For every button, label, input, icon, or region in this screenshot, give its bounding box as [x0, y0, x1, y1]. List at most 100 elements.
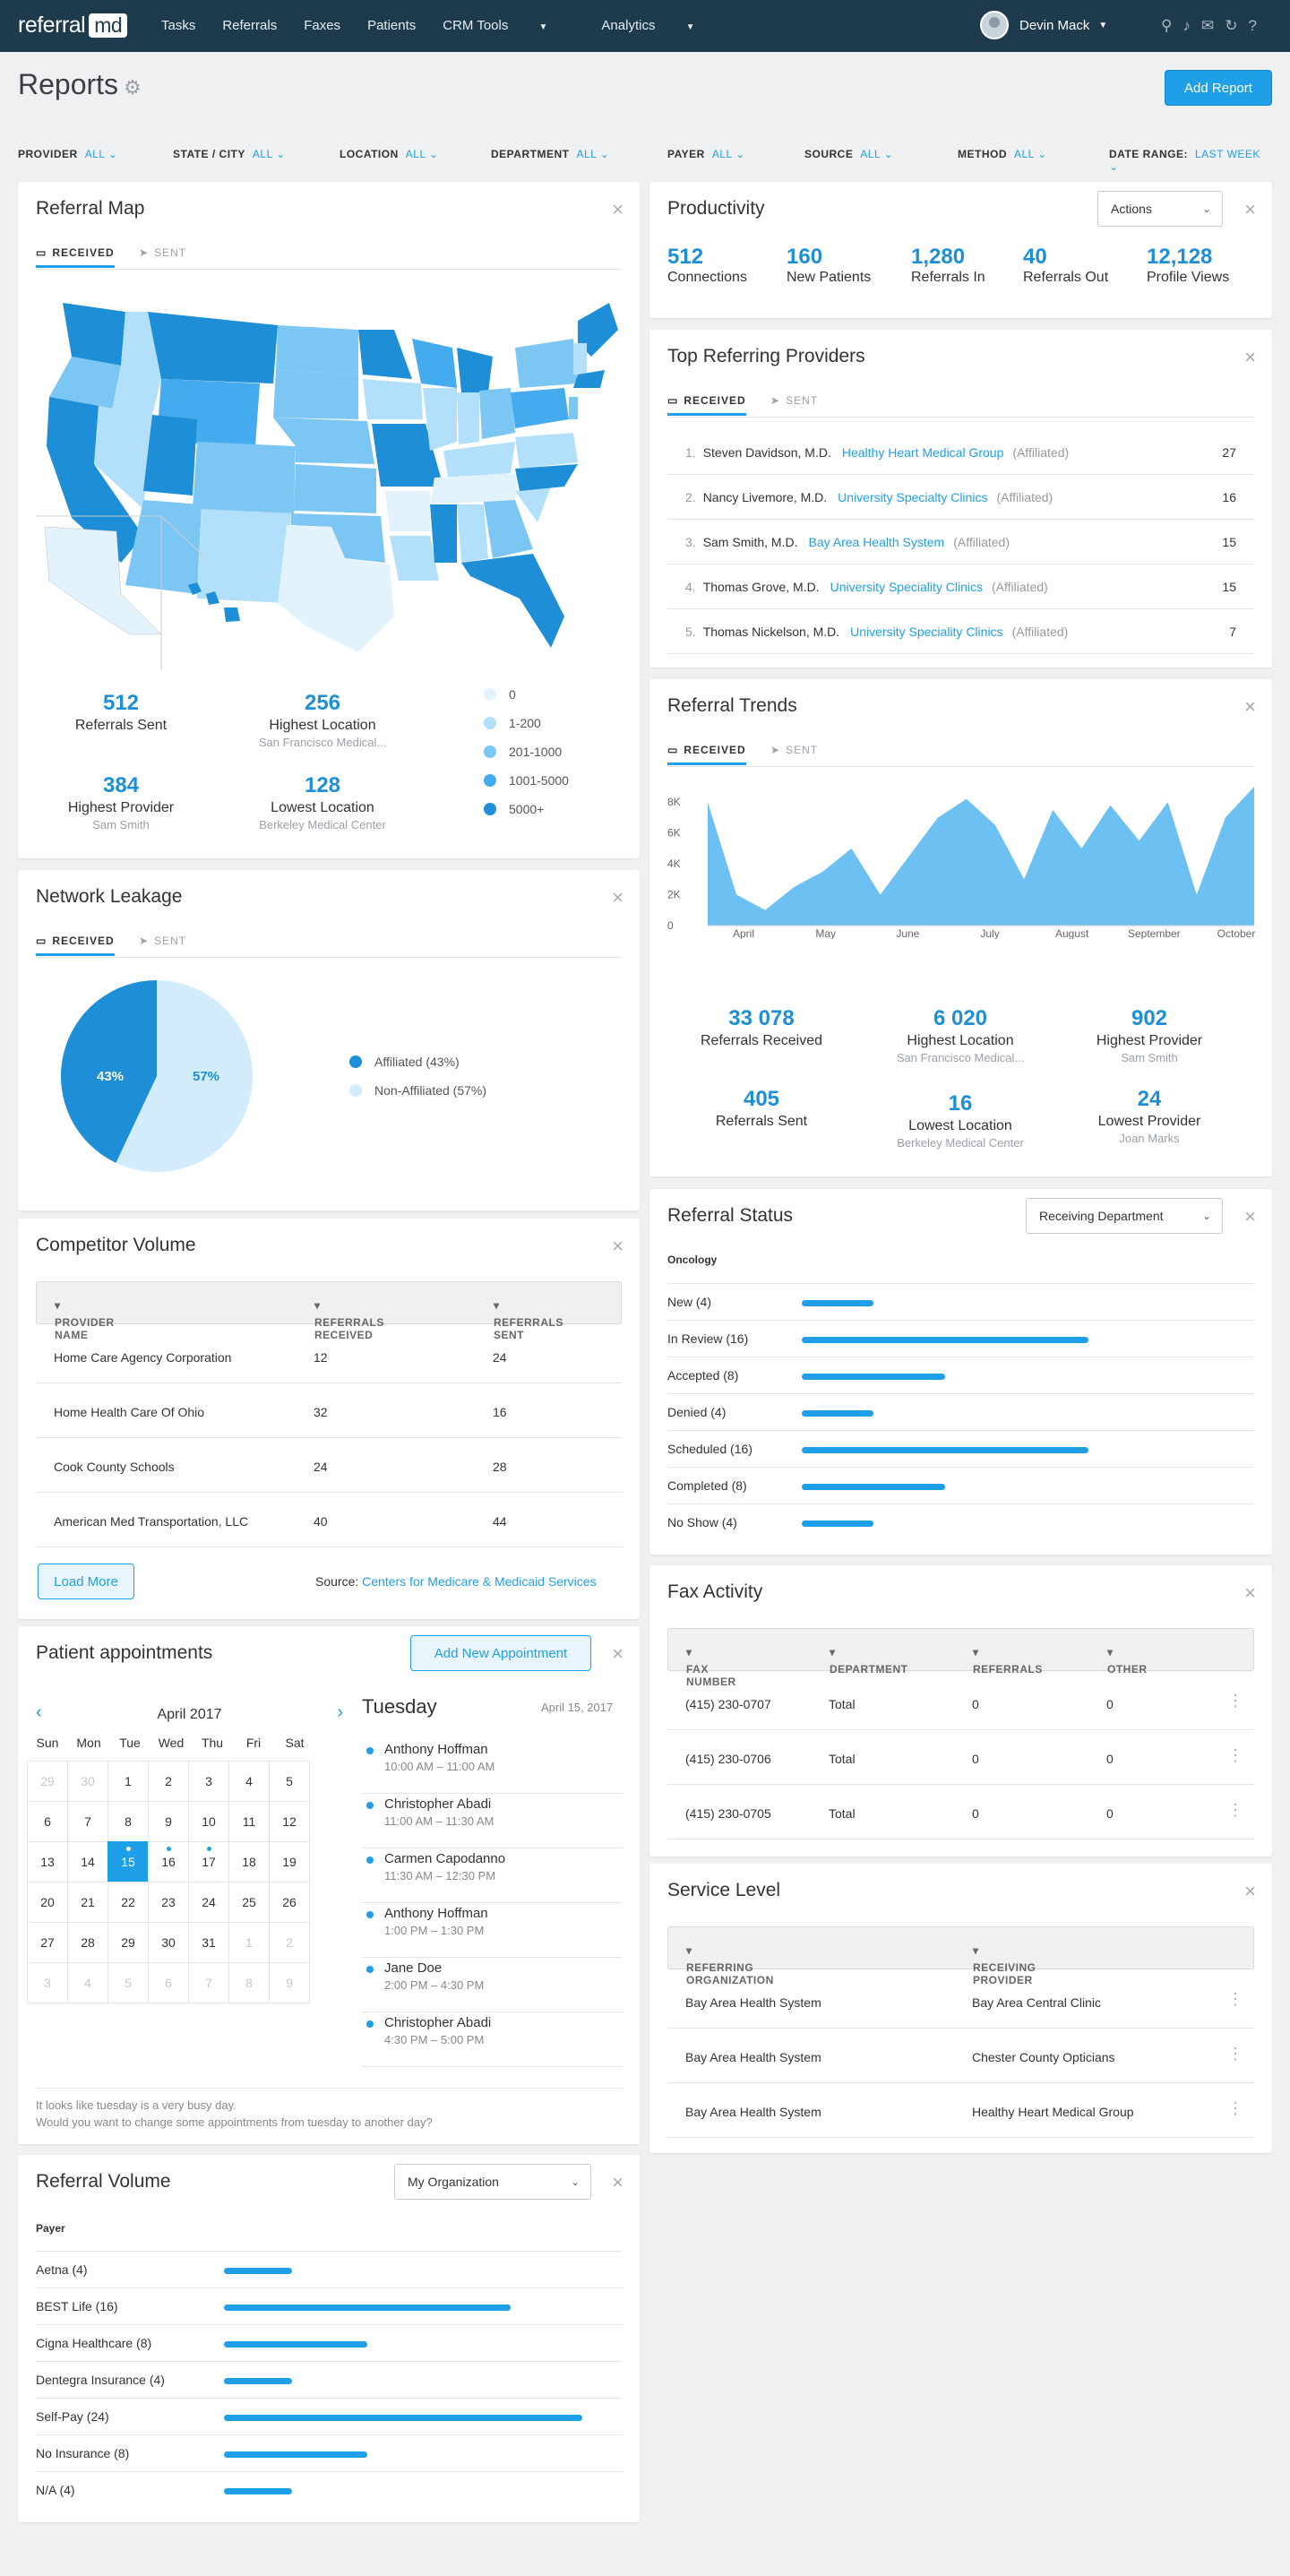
state-hi[interactable]	[188, 582, 240, 622]
calendar-day[interactable]: 9	[269, 1962, 310, 2003]
state-al[interactable]	[457, 504, 488, 563]
state-wi[interactable]	[412, 339, 457, 388]
col-provider-name[interactable]: PROVIDER NAME ▾	[55, 1299, 115, 1341]
filter-location[interactable]: LOCATION ALL ⌄	[340, 148, 439, 160]
calendar-day[interactable]: 15	[108, 1841, 149, 1882]
calendar-day[interactable]: 5	[269, 1761, 310, 1802]
pie-slice-affiliated[interactable]	[60, 980, 157, 1163]
nav-faxes[interactable]: Faxes	[304, 18, 341, 33]
calendar-day[interactable]: 31	[188, 1922, 229, 1963]
refresh-icon[interactable]: ↻	[1225, 17, 1238, 34]
appointment-item[interactable]: Christopher Abadi 11:00 AM – 11:30 AM	[362, 1794, 622, 1848]
tab-received[interactable]: ▭ RECEIVED	[36, 246, 115, 268]
bell-icon[interactable]: ♪	[1182, 17, 1191, 34]
calendar-day[interactable]: 2	[269, 1922, 310, 1963]
organization-dropdown[interactable]: My Organization ⌄	[394, 2164, 591, 2200]
col-receiving-provider[interactable]: RECEIVING PROVIDER ▾	[973, 1944, 1036, 1986]
appointment-item[interactable]: Carmen Capodanno 11:30 AM – 12:30 PM	[362, 1848, 622, 1903]
user-menu[interactable]: Devin Mack ▼	[980, 11, 1107, 39]
nav-analytics[interactable]: Analytics ▼	[601, 18, 721, 33]
state-ak[interactable]	[44, 526, 162, 635]
calendar-day[interactable]: 30	[148, 1922, 189, 1963]
calendar-day[interactable]: 3	[27, 1962, 68, 2003]
state-tx[interactable]	[278, 525, 394, 652]
close-icon[interactable]: ×	[612, 1235, 624, 1257]
state-ut[interactable]	[143, 415, 197, 495]
calendar-day[interactable]: 22	[108, 1882, 149, 1923]
actions-dropdown[interactable]: Actions ⌄	[1097, 191, 1223, 227]
calendar-day[interactable]: 6	[27, 1801, 68, 1842]
state-ky[interactable]	[443, 442, 515, 478]
tab-received[interactable]: ▭ RECEIVED	[36, 935, 115, 956]
state-az[interactable]	[125, 500, 202, 594]
provider-row[interactable]: 2. Nancy Livemore, M.D. University Special…	[667, 475, 1254, 520]
state-ia[interactable]	[363, 379, 423, 419]
close-icon[interactable]: ×	[1244, 1581, 1256, 1604]
calendar-day[interactable]: 18	[228, 1841, 270, 1882]
mail-icon[interactable]: ✉	[1200, 17, 1215, 34]
filter-source[interactable]: SOURCE ALL ⌄	[804, 148, 893, 160]
tab-sent[interactable]: ➤ SENT	[139, 246, 186, 259]
close-icon[interactable]: ×	[1244, 695, 1256, 718]
calendar-day[interactable]: 29	[27, 1761, 68, 1802]
state-nv[interactable]	[94, 406, 152, 509]
state-ar[interactable]	[385, 491, 430, 531]
provider-org-link[interactable]: University Speciality Clinics	[830, 580, 983, 594]
tab-sent[interactable]: ➤ SENT	[770, 744, 818, 756]
calendar-day[interactable]: 16	[148, 1841, 189, 1882]
tab-sent[interactable]: ➤ SENT	[139, 935, 186, 947]
state-sd[interactable]	[273, 370, 358, 419]
close-icon[interactable]: ×	[1244, 346, 1256, 368]
filter-state-city[interactable]: STATE / CITY ALL ⌄	[173, 148, 286, 160]
state-oh[interactable]	[479, 388, 515, 439]
calendar-day[interactable]: 25	[228, 1882, 270, 1923]
close-icon[interactable]: ×	[1244, 1205, 1256, 1228]
calendar-day[interactable]: 20	[27, 1882, 68, 1923]
close-icon[interactable]: ×	[612, 198, 624, 220]
source-link[interactable]: Centers for Medicare & Medicaid Services	[362, 1574, 597, 1589]
provider-org-link[interactable]: University Speciality Clinics	[850, 625, 1003, 639]
calendar-day[interactable]: 29	[108, 1922, 149, 1963]
state-il[interactable]	[423, 388, 457, 451]
state-mn[interactable]	[358, 330, 412, 379]
state-ok[interactable]	[291, 513, 385, 563]
state-sc[interactable]	[515, 487, 551, 522]
provider-org-link[interactable]: Bay Area Health System	[808, 535, 945, 549]
nav-tasks[interactable]: Tasks	[161, 18, 196, 33]
help-icon[interactable]: ?	[1248, 17, 1257, 34]
provider-row[interactable]: 3. Sam Smith, M.D. Bay Area Health System (…	[667, 520, 1254, 564]
more-vertical-icon[interactable]: ⋮	[1227, 1746, 1243, 1764]
calendar-day[interactable]: 23	[148, 1882, 189, 1923]
state-me[interactable]	[578, 303, 618, 357]
calendar-day[interactable]: 14	[67, 1841, 108, 1882]
appointment-item[interactable]: Anthony Hoffman 10:00 AM – 11:00 AM	[362, 1739, 622, 1794]
close-icon[interactable]: ×	[612, 1642, 624, 1665]
calendar-day[interactable]: 7	[67, 1801, 108, 1842]
calendar-day[interactable]: 13	[27, 1841, 68, 1882]
nav-patients[interactable]: Patients	[367, 18, 417, 33]
more-vertical-icon[interactable]: ⋮	[1227, 1990, 1243, 2008]
filter-payer[interactable]: PAYER ALL ⌄	[667, 148, 745, 160]
more-vertical-icon[interactable]: ⋮	[1227, 1801, 1243, 1819]
nav-referrals[interactable]: Referrals	[222, 18, 278, 33]
col-referring-org[interactable]: REFERRING ORGANIZATION ▾	[686, 1944, 774, 1986]
col-referrals[interactable]: REFERRALS ▾	[973, 1646, 1043, 1676]
load-more-button[interactable]: Load More	[38, 1564, 134, 1599]
close-icon[interactable]: ×	[612, 886, 624, 909]
provider-row[interactable]: 1. Steven Davidson, M.D. Healthy Heart Med…	[667, 430, 1254, 475]
add-report-button[interactable]: Add Report	[1165, 70, 1272, 106]
state-nj[interactable]	[569, 397, 578, 419]
state-va[interactable]	[515, 433, 578, 469]
location-pin-icon[interactable]: ⚲	[1161, 17, 1173, 34]
calendar-day[interactable]: 4	[67, 1962, 108, 2003]
state-or[interactable]	[49, 357, 121, 410]
filter-provider[interactable]: PROVIDER ALL ⌄	[18, 148, 117, 160]
calendar-day[interactable]: 6	[148, 1962, 189, 2003]
calendar-day[interactable]: 9	[148, 1801, 189, 1842]
state-co[interactable]	[193, 442, 296, 513]
state-fl[interactable]	[461, 554, 564, 648]
state-mo[interactable]	[372, 424, 443, 487]
calendar-day[interactable]: 4	[228, 1761, 270, 1802]
provider-row[interactable]: 4. Thomas Grove, M.D. University Specialit…	[667, 564, 1254, 609]
col-referrals-sent[interactable]: REFERRALS SENT ▾	[494, 1299, 563, 1341]
